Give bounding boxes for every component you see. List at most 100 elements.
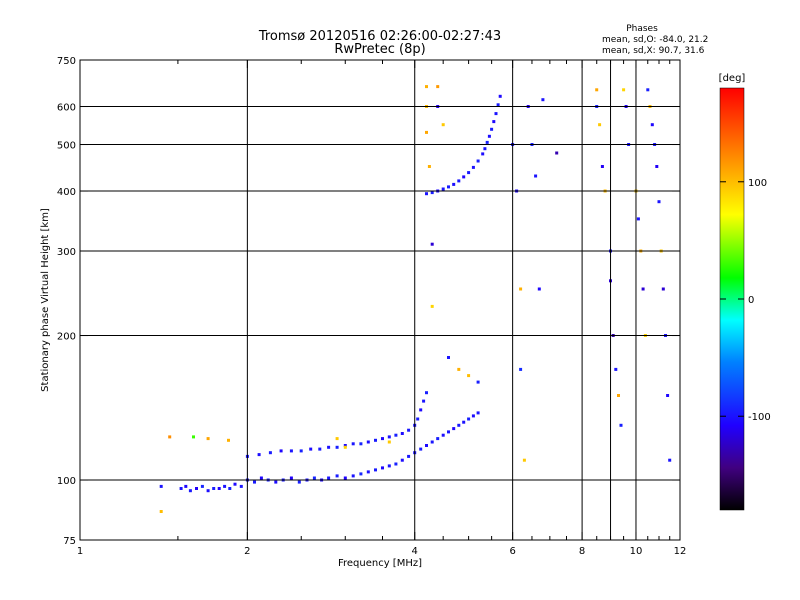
data-point [168,435,172,439]
data-point [387,464,391,468]
data-point [436,437,440,441]
data-point [200,484,204,488]
y-tick-label: 500 [57,141,76,152]
data-point [457,423,461,427]
data-point [467,374,471,378]
data-point [387,440,391,444]
plot-frame [79,59,681,541]
data-point [657,200,661,204]
data-point [374,468,377,472]
y-tick-label: 300 [57,247,76,258]
data-point [297,480,301,484]
data-point [430,242,434,246]
data-point [309,447,313,451]
data-point [555,151,559,155]
data-point [668,458,672,462]
data-point [394,433,398,437]
x-tick-label: 12 [674,546,687,557]
data-point [457,179,461,183]
data-point [351,442,355,446]
colorbar-tick-label: 0 [748,295,754,306]
data-point [441,187,445,191]
data-point [498,94,502,98]
x-axis-label: Frequency [MHz] [338,558,422,569]
y-tick-label: 75 [63,536,76,547]
data-point [494,112,498,116]
phases-header: Phases [626,24,658,34]
data-point [268,451,272,455]
data-point [400,458,404,462]
data-point [595,88,599,92]
data-point [622,88,626,92]
data-point [447,185,450,189]
data-point [425,85,428,89]
colorbar-ticks: 100 0 -100 [720,178,771,423]
data-point [422,399,426,403]
data-point [366,440,370,444]
data-point [619,423,623,427]
data-point [617,394,620,397]
data-point [646,88,650,92]
data-point [212,487,216,490]
data-point [519,367,523,371]
data-point [492,120,496,124]
y-tick-label: 100 [57,476,76,487]
data-point [436,85,440,89]
data-point [419,447,423,451]
data-point [279,449,283,453]
data-point [400,432,404,435]
data-point [655,165,659,168]
data-point [253,480,256,484]
chart-title: Tromsø 20120516 02:26:00-02:27:43 [258,29,501,44]
data-point [614,367,618,371]
data-point [487,134,491,138]
y-tick-label: 200 [57,332,76,343]
colorbar-tick-label: 100 [748,178,767,189]
data-point [485,140,489,144]
data-point [452,182,456,186]
colorbar-tick-label: -100 [748,412,771,423]
data-point [381,437,384,441]
data-point [441,123,445,127]
grid-lines [80,60,680,540]
data-point [430,304,434,308]
data-point [228,487,232,490]
y-tick-label: 400 [57,187,76,198]
data-point [462,175,466,179]
data-point [425,130,428,134]
data-point [522,458,526,462]
data-point [600,165,604,168]
data-point [471,414,475,418]
data-point [366,470,370,474]
data-point [327,445,331,449]
data-point [374,438,377,442]
data-point [359,472,363,476]
data-point [179,487,183,490]
data-point [534,174,538,178]
x-tick-label: 2 [244,546,250,557]
data-point [335,437,339,441]
data-point [666,394,670,397]
data-point [195,487,198,490]
data-point [184,484,188,488]
data-point [427,165,431,168]
data-point [359,442,363,446]
data-point [223,484,227,488]
data-point [192,435,195,439]
data-point [490,127,494,131]
data-point [381,466,384,470]
data-point [343,444,347,447]
x-tick-label: 8 [579,546,585,557]
data-point [452,427,456,431]
data-point [312,476,316,480]
data-point [650,123,654,127]
chart-subtitle: RwPretec (8p) [334,42,425,57]
x-tick-label: 6 [509,546,515,557]
data-point [661,287,665,291]
scatter-points [159,85,672,513]
data-point [476,159,480,163]
data-point [425,192,428,196]
data-point [481,152,485,156]
data-point [416,417,420,421]
